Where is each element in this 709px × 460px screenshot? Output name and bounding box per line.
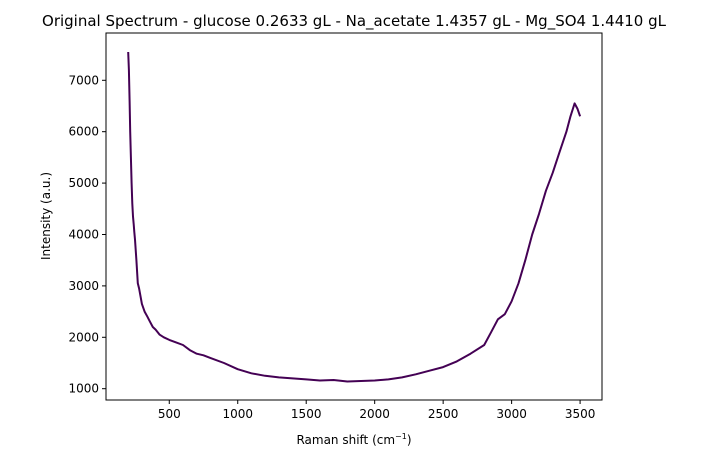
series-layer — [127, 51, 582, 383]
x-tick-label: 1500 — [291, 407, 322, 421]
x-axis-ticks: 500 1000 1500 2000 2500 3000 3500 — [158, 400, 596, 421]
plot-area — [105, 32, 603, 401]
spectrum-line — [127, 51, 582, 383]
y-tick-label: 6000 — [68, 125, 99, 139]
x-tick-label: 3500 — [565, 407, 596, 421]
y-axis-label: Intensity (a.u.) — [39, 172, 53, 260]
chart-title: Original Spectrum - glucose 0.2633 gL - … — [42, 12, 667, 31]
y-tick-label: 2000 — [68, 330, 99, 344]
x-tick-label: 2500 — [428, 407, 459, 421]
x-axis-label-superscript: −1 — [395, 432, 407, 441]
x-axis-label-text: Raman shift (cm — [296, 433, 395, 447]
x-tick-label: 1000 — [222, 407, 253, 421]
y-axis-ticks: 1000 2000 3000 4000 5000 6000 7000 — [68, 73, 106, 396]
x-tick-label: 500 — [158, 407, 181, 421]
y-tick-label: 7000 — [68, 73, 99, 87]
x-axis-label-suffix: ) — [407, 433, 412, 447]
y-tick-label: 4000 — [68, 227, 99, 241]
y-tick-label: 5000 — [68, 176, 99, 190]
x-tick-label: 3000 — [496, 407, 527, 421]
y-tick-label: 1000 — [68, 382, 99, 396]
y-tick-label: 3000 — [68, 279, 99, 293]
x-axis-label: Raman shift (cm−1) — [296, 432, 411, 447]
x-tick-label: 2000 — [359, 407, 390, 421]
